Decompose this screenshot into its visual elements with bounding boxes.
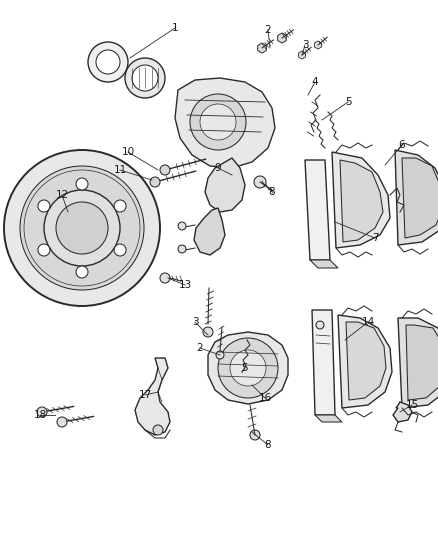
Circle shape bbox=[56, 202, 108, 254]
Circle shape bbox=[160, 273, 170, 283]
Polygon shape bbox=[278, 33, 286, 43]
Polygon shape bbox=[346, 322, 386, 400]
Text: 14: 14 bbox=[361, 317, 374, 327]
Text: 3: 3 bbox=[302, 40, 308, 50]
Polygon shape bbox=[310, 260, 338, 268]
Polygon shape bbox=[305, 160, 330, 260]
Polygon shape bbox=[299, 51, 305, 59]
Text: 2: 2 bbox=[265, 25, 271, 35]
Text: 12: 12 bbox=[55, 190, 69, 200]
Polygon shape bbox=[393, 402, 412, 422]
Circle shape bbox=[114, 200, 126, 212]
Text: 6: 6 bbox=[399, 140, 405, 150]
Circle shape bbox=[37, 407, 47, 417]
Text: 9: 9 bbox=[215, 163, 221, 173]
Circle shape bbox=[218, 338, 278, 398]
Text: 2: 2 bbox=[197, 343, 203, 353]
Circle shape bbox=[153, 425, 163, 435]
Polygon shape bbox=[205, 158, 245, 212]
Circle shape bbox=[88, 42, 128, 82]
Circle shape bbox=[216, 351, 224, 359]
Circle shape bbox=[96, 50, 120, 74]
Circle shape bbox=[178, 222, 186, 230]
Circle shape bbox=[203, 327, 213, 337]
Circle shape bbox=[57, 417, 67, 427]
Circle shape bbox=[160, 165, 170, 175]
Circle shape bbox=[114, 244, 126, 256]
Polygon shape bbox=[395, 150, 438, 245]
Text: 13: 13 bbox=[178, 280, 192, 290]
Circle shape bbox=[76, 266, 88, 278]
Text: 8: 8 bbox=[268, 187, 276, 197]
Circle shape bbox=[44, 190, 120, 266]
Circle shape bbox=[230, 350, 266, 386]
Polygon shape bbox=[208, 332, 288, 404]
Polygon shape bbox=[175, 78, 275, 168]
Text: 1: 1 bbox=[172, 23, 178, 33]
Circle shape bbox=[24, 170, 140, 286]
Polygon shape bbox=[314, 41, 321, 49]
Circle shape bbox=[200, 104, 236, 140]
Circle shape bbox=[132, 65, 158, 91]
Polygon shape bbox=[398, 318, 438, 408]
Polygon shape bbox=[258, 43, 266, 53]
Text: 15: 15 bbox=[406, 400, 419, 410]
Text: 7: 7 bbox=[372, 233, 378, 243]
Text: 10: 10 bbox=[121, 147, 134, 157]
Polygon shape bbox=[312, 310, 335, 415]
Text: 3: 3 bbox=[192, 317, 198, 327]
Polygon shape bbox=[135, 358, 170, 435]
Circle shape bbox=[250, 430, 260, 440]
Circle shape bbox=[38, 244, 50, 256]
Circle shape bbox=[150, 177, 160, 187]
Polygon shape bbox=[338, 315, 392, 408]
Circle shape bbox=[20, 166, 144, 290]
Text: 4: 4 bbox=[312, 77, 318, 87]
Circle shape bbox=[316, 321, 324, 329]
Circle shape bbox=[254, 176, 266, 188]
Text: 17: 17 bbox=[138, 390, 152, 400]
Circle shape bbox=[125, 58, 165, 98]
Circle shape bbox=[190, 94, 246, 150]
Text: 18: 18 bbox=[33, 410, 46, 420]
Polygon shape bbox=[402, 158, 438, 238]
Polygon shape bbox=[406, 325, 438, 400]
Text: 5: 5 bbox=[242, 363, 248, 373]
Text: 8: 8 bbox=[265, 440, 271, 450]
Text: 16: 16 bbox=[258, 393, 272, 403]
Polygon shape bbox=[332, 152, 390, 248]
Polygon shape bbox=[340, 160, 383, 242]
Circle shape bbox=[38, 200, 50, 212]
Text: 11: 11 bbox=[113, 165, 127, 175]
Circle shape bbox=[76, 178, 88, 190]
Polygon shape bbox=[315, 415, 342, 422]
Polygon shape bbox=[194, 208, 225, 255]
Circle shape bbox=[178, 245, 186, 253]
Circle shape bbox=[4, 150, 160, 306]
Text: 5: 5 bbox=[345, 97, 351, 107]
